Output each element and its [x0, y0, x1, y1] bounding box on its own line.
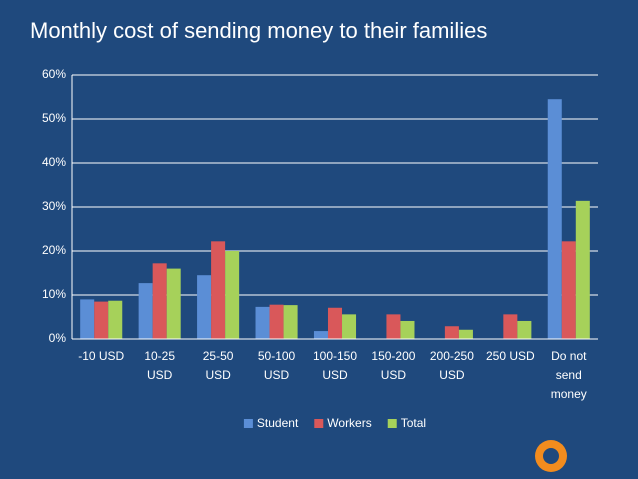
bar [313, 331, 328, 339]
legend-label: Student [257, 416, 299, 430]
bar [561, 241, 576, 339]
y-tick-label: 20% [42, 243, 66, 257]
x-tick-label: 200-250 USD [430, 349, 474, 382]
x-tick-label: 50-100 USD [258, 349, 296, 382]
x-tick-label: 10-25 USD [144, 349, 175, 382]
bar [386, 314, 401, 339]
y-tick-label: 0% [49, 331, 67, 345]
y-tick-label: 60% [42, 67, 66, 81]
bar [166, 268, 181, 339]
x-tick-label: -10 USD [78, 349, 124, 363]
bar [269, 304, 284, 339]
bar [80, 299, 95, 339]
bar [255, 306, 270, 339]
chart-title: Monthly cost of sending money to their f… [30, 18, 487, 43]
x-tick-label: 150-200 USD [371, 349, 415, 382]
x-tick-label: 100-150 USD [313, 349, 357, 382]
y-tick-label: 30% [42, 199, 66, 213]
bar [138, 283, 153, 339]
legend: Student Workers Total [243, 416, 426, 430]
bar [152, 263, 167, 339]
bar [547, 99, 562, 339]
bar [94, 301, 109, 339]
x-tick-label: 25-50 USD [203, 349, 234, 382]
legend-label: Workers [327, 416, 371, 430]
y-tick-label: 10% [42, 287, 66, 301]
x-tick-label: 250 USD [486, 349, 535, 363]
bar [517, 320, 532, 339]
legend-swatch [314, 419, 324, 428]
bar [283, 305, 298, 339]
x-tick-label: Do not send money [551, 349, 587, 401]
legend-swatch [243, 419, 253, 428]
y-tick-label: 40% [42, 155, 66, 169]
bar [108, 300, 123, 339]
bar [225, 251, 240, 339]
bar [400, 320, 415, 339]
logo-hole [543, 448, 559, 464]
legend-swatch [387, 419, 397, 428]
bar [444, 326, 459, 339]
bar [342, 314, 357, 339]
bar [211, 241, 226, 339]
bar [575, 200, 590, 339]
y-tick-label: 50% [42, 111, 66, 125]
legend-label: Total [401, 416, 426, 430]
bar [503, 314, 518, 339]
bar [197, 275, 212, 339]
bar [327, 307, 343, 339]
bar [458, 329, 473, 339]
